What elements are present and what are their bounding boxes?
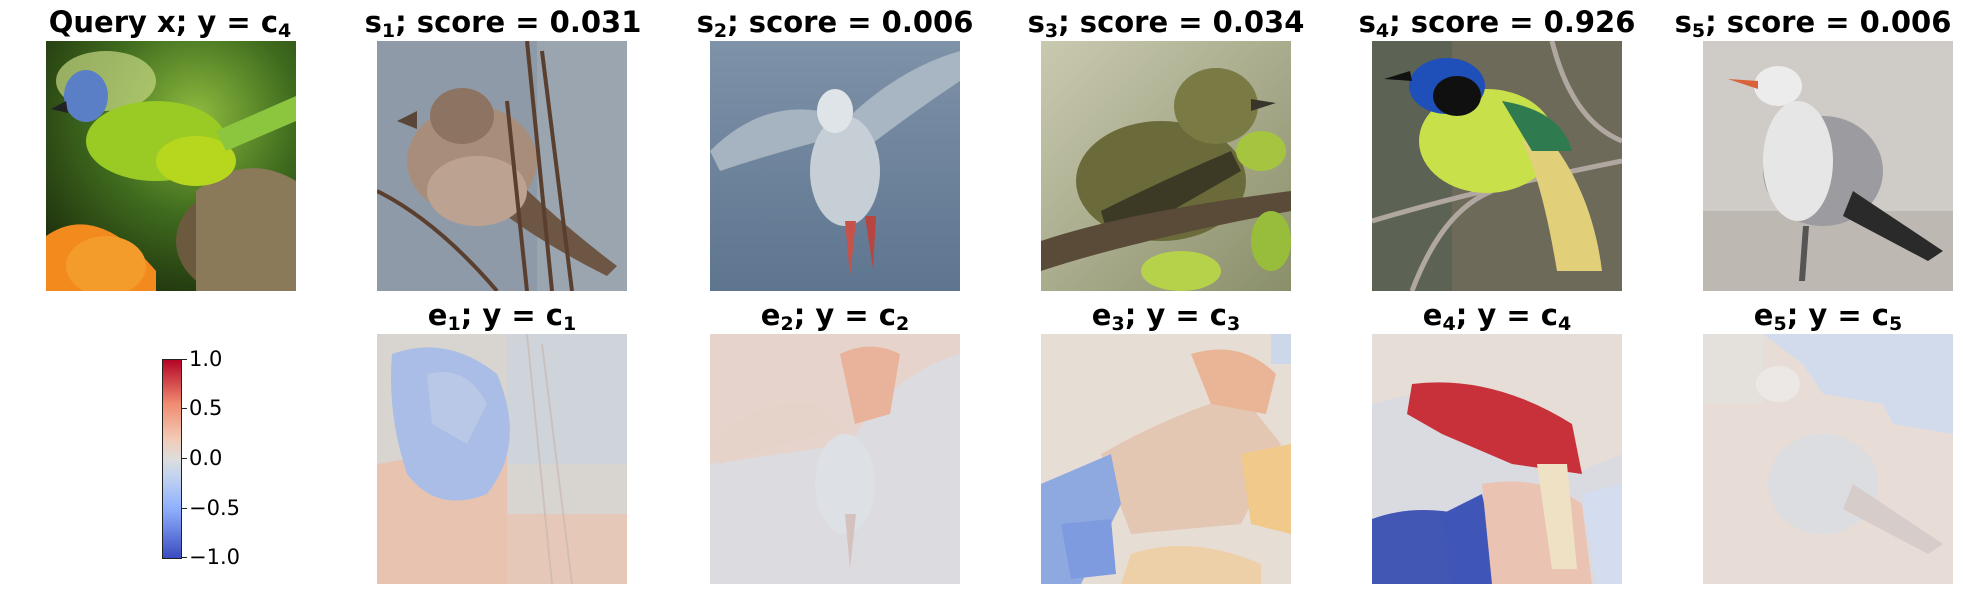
colorbar <box>162 359 182 559</box>
explanation-class-subscript-1: 1 <box>562 313 577 335</box>
explanation-class-label-1: ; y = c <box>460 298 563 332</box>
explanation-class-subscript-2: 2 <box>895 313 910 335</box>
colorbar-tick-label-zero: 0.0 <box>189 446 223 470</box>
explanation-class-label-4: ; y = c <box>1455 298 1558 332</box>
explanation-heatmap-2 <box>710 334 960 584</box>
colorbar-tick-label-max: 1.0 <box>189 347 223 371</box>
similar-label-4: s <box>1358 5 1376 39</box>
explanation-label-3: e <box>1091 298 1112 332</box>
explanation-subscript-4: 4 <box>1442 313 1456 335</box>
similar-subscript-4: 4 <box>1375 20 1390 42</box>
similar-score-5: ; score = 0.006 <box>1705 5 1952 39</box>
explanation-class-subscript-3: 3 <box>1226 313 1241 335</box>
explanation-subscript-5: 5 <box>1773 313 1787 335</box>
colorbar-tick-label-half: 0.5 <box>189 396 223 420</box>
query-image <box>46 41 296 291</box>
explanation-title-5: e5; y = c5 <box>1678 298 1963 335</box>
explanation-label-1: e <box>427 298 448 332</box>
query-title-text: Query x; y = c <box>48 5 279 39</box>
explanation-class-subscript-4: 4 <box>1557 313 1572 335</box>
explanation-title-3: e3; y = c3 <box>1016 298 1316 335</box>
explanation-subscript-3: 3 <box>1111 313 1125 335</box>
explanation-class-subscript-5: 5 <box>1888 313 1903 335</box>
explanation-class-label-3: ; y = c <box>1124 298 1227 332</box>
explanation-heatmap-4 <box>1372 334 1622 584</box>
colorbar-tick <box>181 408 187 409</box>
colorbar-tick <box>181 557 187 558</box>
similar-subscript-1: 1 <box>381 20 396 42</box>
explanation-subscript-1: 1 <box>447 313 461 335</box>
similar-label-1: s <box>364 5 382 39</box>
colorbar-tick-label-min: −1.0 <box>189 545 240 569</box>
similar-image-5 <box>1703 41 1953 291</box>
query-class-subscript: 4 <box>278 20 292 42</box>
explanation-title-2: e2; y = c2 <box>685 298 985 335</box>
similar-label-5: s <box>1674 5 1692 39</box>
similar-subscript-5: 5 <box>1691 20 1706 42</box>
similar-score-3: ; score = 0.034 <box>1058 5 1305 39</box>
similar-subscript-3: 3 <box>1044 20 1059 42</box>
explanation-label-4: e <box>1422 298 1443 332</box>
similar-title-4: s4; score = 0.926 <box>1347 5 1647 42</box>
similar-image-3 <box>1041 41 1291 291</box>
similar-label-3: s <box>1027 5 1045 39</box>
colorbar-tick <box>181 458 187 459</box>
query-title: Query x; y = c4 <box>20 5 320 42</box>
similar-subscript-2: 2 <box>713 20 728 42</box>
explanation-heatmap-5 <box>1703 334 1953 584</box>
colorbar-tick <box>181 508 187 509</box>
explanation-subscript-2: 2 <box>780 313 794 335</box>
similar-title-5: s5; score = 0.006 <box>1663 5 1963 42</box>
explanation-title-4: e4; y = c4 <box>1347 298 1647 335</box>
explanation-heatmap-3 <box>1041 334 1291 584</box>
similar-image-4 <box>1372 41 1622 291</box>
explanation-label-2: e <box>760 298 781 332</box>
colorbar-tick <box>181 359 187 360</box>
explanation-heatmap-1 <box>377 334 627 584</box>
similar-image-2 <box>710 41 960 291</box>
explanation-class-label-2: ; y = c <box>793 298 896 332</box>
explanation-title-1: e1; y = c1 <box>352 298 652 335</box>
similar-title-1: s1; score = 0.031 <box>353 5 653 42</box>
similar-title-3: s3; score = 0.034 <box>1016 5 1316 42</box>
similar-image-1 <box>377 41 627 291</box>
similar-score-2: ; score = 0.006 <box>727 5 974 39</box>
explanation-label-5: e <box>1753 298 1774 332</box>
explanation-class-label-5: ; y = c <box>1786 298 1889 332</box>
similar-score-4: ; score = 0.926 <box>1389 5 1636 39</box>
similar-title-2: s2; score = 0.006 <box>685 5 985 42</box>
colorbar-tick-label-neg-half: −0.5 <box>189 496 240 520</box>
similar-label-2: s <box>696 5 714 39</box>
similar-score-1: ; score = 0.031 <box>395 5 642 39</box>
